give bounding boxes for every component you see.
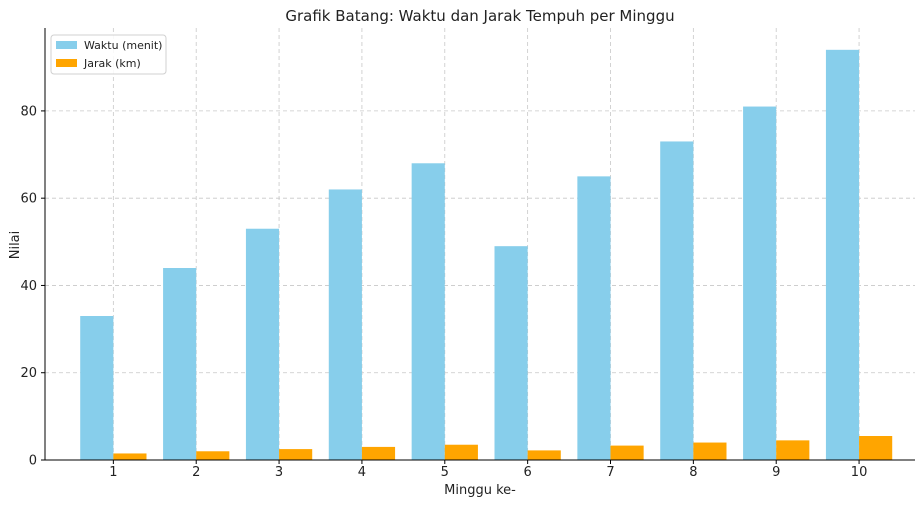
bar-waktu bbox=[328, 189, 362, 461]
x-tick-label: 9 bbox=[772, 465, 780, 480]
bar-jarak bbox=[361, 446, 396, 460]
bar-jarak bbox=[113, 453, 147, 460]
y-tick-label: 80 bbox=[20, 104, 37, 119]
bar-jarak bbox=[776, 440, 810, 460]
legend-box bbox=[50, 34, 167, 75]
legend: Waktu (menit) Jarak (km) bbox=[50, 34, 167, 75]
bar-waktu bbox=[411, 163, 445, 461]
bar-waktu bbox=[825, 49, 860, 461]
bar-jarak bbox=[693, 442, 727, 460]
bar-waktu bbox=[245, 228, 280, 460]
bar-jarak bbox=[527, 450, 561, 460]
x-tick-label: 7 bbox=[606, 465, 614, 480]
y-tick-label: 60 bbox=[20, 192, 37, 207]
bar-waktu bbox=[660, 141, 694, 461]
bar-waktu bbox=[163, 268, 197, 460]
legend-label: Waktu (menit) bbox=[84, 39, 162, 52]
x-tick-label: 1 bbox=[109, 465, 117, 480]
x-tick-label: 5 bbox=[441, 465, 449, 480]
bar-waktu bbox=[577, 176, 611, 460]
bar-jarak bbox=[196, 451, 230, 460]
legend-swatch bbox=[56, 41, 77, 49]
x-tick-label: 6 bbox=[524, 465, 532, 480]
bar-waktu bbox=[494, 246, 528, 460]
x-axis-label: Minggu ke- bbox=[444, 483, 516, 498]
axes bbox=[41, 28, 915, 464]
x-tick-label: 3 bbox=[275, 465, 283, 480]
legend-label: Jarak (km) bbox=[83, 57, 141, 70]
y-tick-label: 40 bbox=[20, 279, 37, 294]
chart-title: Grafik Batang: Waktu dan Jarak Tempuh pe… bbox=[285, 7, 674, 25]
y-tick-label: 20 bbox=[20, 366, 37, 381]
x-tick-label: 2 bbox=[192, 465, 200, 480]
x-tick-label: 10 bbox=[851, 465, 868, 480]
y-tick-label: 0 bbox=[29, 454, 37, 469]
tick-labels: 0 20 40 60 80 1 2 3 4 5 6 7 8 9 10 bbox=[20, 104, 867, 480]
bar-waktu bbox=[743, 106, 777, 460]
bar-jarak bbox=[859, 436, 893, 460]
x-tick-label: 8 bbox=[689, 465, 697, 480]
y-axis-label: Nilai bbox=[8, 231, 23, 260]
bar-waktu bbox=[80, 316, 114, 460]
x-tick-label: 4 bbox=[358, 465, 366, 480]
legend-swatch bbox=[56, 59, 77, 67]
bar-jarak bbox=[444, 444, 478, 460]
bars bbox=[80, 49, 893, 461]
bar-jarak bbox=[610, 445, 644, 460]
bar-jarak bbox=[279, 449, 313, 460]
